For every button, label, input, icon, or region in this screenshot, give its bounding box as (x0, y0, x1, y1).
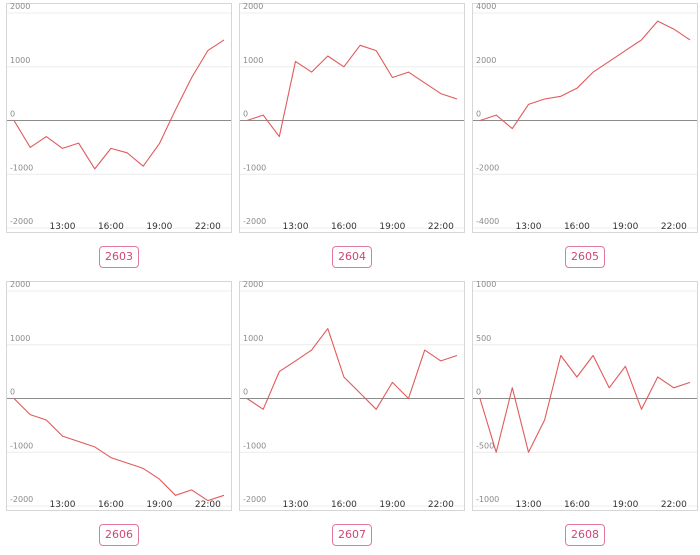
chart-panel-2608: 1000 500 0 -500 -1000 13:00 16:00 19:00 22:00 260… (472, 280, 698, 551)
x-tick-label: 22:00 (661, 500, 687, 510)
y-tick-label: -2000 (476, 163, 499, 172)
x-tick-label: 16:00 (564, 222, 590, 232)
chart-panel-2604: 2000 1000 0 -1000 -2000 13:00 16:00 19:00 22:00 2… (239, 2, 465, 273)
y-tick-label: 0 (10, 110, 15, 119)
y-tick-label: 2000 (476, 56, 496, 65)
line-chart-2603: 2000 1000 0 -1000 -2000 13:00 16:00 19:00 22:00 (7, 2, 231, 232)
x-tick-label: 22:00 (195, 500, 221, 510)
chart-frame (472, 281, 698, 511)
x-tick-label: 13:00 (282, 500, 308, 510)
series-line (246, 44, 458, 138)
x-tick-label: 22:00 (428, 500, 454, 510)
series-line (13, 398, 225, 502)
chart-panel-2603: 2000 1000 0 -1000 -2000 13:00 16:00 19:00 22:00 2… (6, 2, 232, 273)
y-tick-label: -2000 (243, 495, 266, 504)
y-tick-label: -2000 (10, 217, 33, 226)
chart-panel-2607: 2000 1000 0 -1000 -2000 13:00 16:00 19:00 22:00 2… (239, 280, 465, 551)
x-tick-label: 19:00 (379, 500, 405, 510)
y-tick-label: -1000 (243, 163, 266, 172)
y-tick-label: 0 (243, 388, 248, 397)
series-line (479, 20, 691, 130)
x-tick-label: 19:00 (146, 222, 172, 232)
chart-code-button[interactable]: 2605 (565, 246, 605, 268)
chart-panel-2605: 4000 2000 0 -2000 -4000 13:00 16:00 19:00 22:00 2… (472, 2, 698, 273)
y-tick-label: 0 (10, 388, 15, 397)
y-tick-label: 2000 (10, 280, 30, 289)
x-tick-label: 19:00 (146, 500, 172, 510)
y-tick-label: 1000 (243, 56, 263, 65)
y-tick-label: 1000 (10, 334, 30, 343)
line-chart-2604: 2000 1000 0 -1000 -2000 13:00 16:00 19:00 22:00 (240, 2, 464, 232)
x-tick-label: 13:00 (515, 500, 541, 510)
y-tick-label: 1000 (476, 280, 496, 289)
y-tick-label: -1000 (10, 441, 33, 450)
y-tick-label: -1000 (10, 163, 33, 172)
chart-panel-2606: 2000 1000 0 -1000 -2000 13:00 16:00 19:00 22:00 2… (6, 280, 232, 551)
chart-frame (472, 3, 698, 233)
x-tick-label: 16:00 (331, 222, 357, 232)
y-tick-label: 1000 (10, 56, 30, 65)
x-tick-label: 22:00 (661, 222, 687, 232)
y-tick-label: 0 (476, 110, 481, 119)
line-chart-2608: 1000 500 0 -500 -1000 13:00 16:00 19:00 22:00 (473, 280, 697, 510)
y-tick-label: 500 (476, 334, 491, 343)
y-tick-label: 2000 (243, 2, 263, 11)
chart-frame (6, 281, 232, 511)
chart-code-button[interactable]: 2604 (332, 246, 372, 268)
chart-code-button[interactable]: 2606 (99, 524, 139, 546)
chart-frame (239, 3, 465, 233)
line-chart-2607: 2000 1000 0 -1000 -2000 13:00 16:00 19:00 22:00 (240, 280, 464, 510)
y-tick-label: -1000 (243, 441, 266, 450)
y-tick-label: 0 (476, 388, 481, 397)
x-tick-label: 13:00 (49, 500, 75, 510)
line-chart-2605: 4000 2000 0 -2000 -4000 13:00 16:00 19:00 22:00 (473, 2, 697, 232)
y-tick-label: 4000 (476, 2, 496, 11)
x-tick-label: 22:00 (428, 222, 454, 232)
y-tick-label: 2000 (243, 280, 263, 289)
series-line (13, 39, 225, 170)
y-tick-label: -500 (476, 441, 494, 450)
x-tick-label: 19:00 (612, 500, 638, 510)
y-tick-label: -2000 (10, 495, 33, 504)
chart-code-button[interactable]: 2608 (565, 524, 605, 546)
x-tick-label: 16:00 (98, 500, 124, 510)
chart-frame (6, 3, 232, 233)
y-tick-label: 2000 (10, 2, 30, 11)
y-tick-label: -1000 (476, 495, 499, 504)
x-tick-label: 19:00 (612, 222, 638, 232)
x-tick-label: 13:00 (49, 222, 75, 232)
line-chart-2606: 2000 1000 0 -1000 -2000 13:00 16:00 19:00 22:00 (7, 280, 231, 510)
y-tick-label: -2000 (243, 217, 266, 226)
y-tick-label: 0 (243, 110, 248, 119)
y-tick-label: -4000 (476, 217, 499, 226)
x-tick-label: 22:00 (195, 222, 221, 232)
x-tick-label: 13:00 (282, 222, 308, 232)
chart-code-button[interactable]: 2607 (332, 524, 372, 546)
x-tick-label: 16:00 (98, 222, 124, 232)
x-tick-label: 16:00 (331, 500, 357, 510)
chart-frame (239, 281, 465, 511)
x-tick-label: 13:00 (515, 222, 541, 232)
series-line (246, 328, 458, 410)
chart-code-button[interactable]: 2603 (99, 246, 139, 268)
series-line (479, 354, 691, 453)
y-tick-label: 1000 (243, 334, 263, 343)
x-tick-label: 16:00 (564, 500, 590, 510)
x-tick-label: 19:00 (379, 222, 405, 232)
